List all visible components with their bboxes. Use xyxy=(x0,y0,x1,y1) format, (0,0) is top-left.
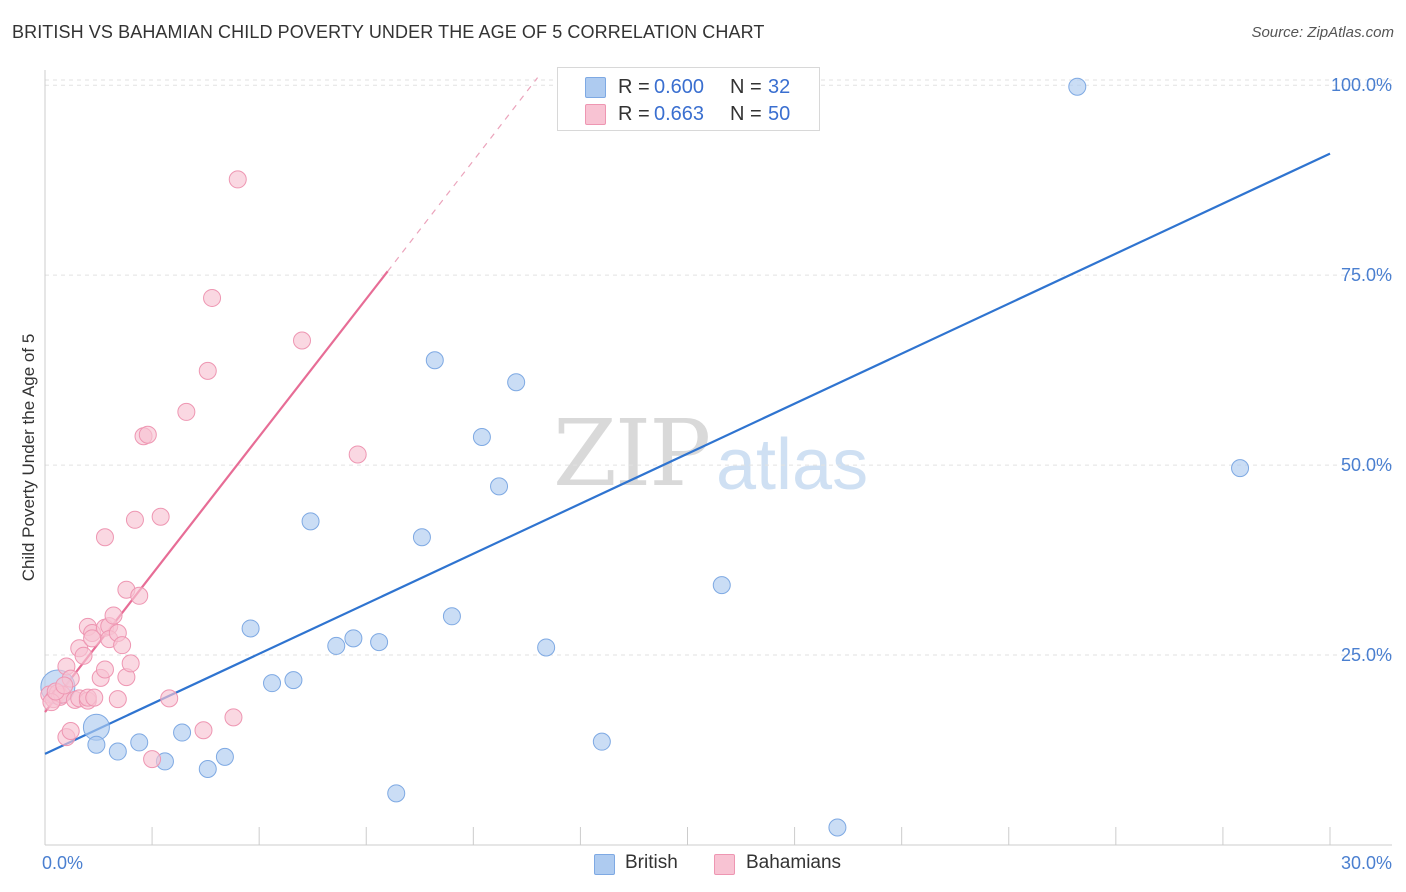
british-point xyxy=(241,619,260,638)
y-tick-label: 75.0% xyxy=(1341,265,1392,285)
bahamian-point xyxy=(113,636,132,655)
y-axis-title: Child Poverty Under the Age of 5 xyxy=(19,334,38,582)
british-point xyxy=(1068,77,1087,96)
bahamian-point xyxy=(74,646,93,665)
british-point xyxy=(370,633,389,652)
bahamian-point xyxy=(177,402,196,421)
british-point xyxy=(412,528,431,547)
british-point xyxy=(344,629,363,648)
british-point xyxy=(592,732,611,751)
y-tick-label: 50.0% xyxy=(1341,455,1392,475)
bahamian-point xyxy=(95,528,114,547)
bahamian-trendline-extension xyxy=(387,77,539,272)
bahamian-point xyxy=(125,510,144,529)
british-point xyxy=(387,784,406,803)
british-point xyxy=(537,638,556,657)
correlation-legend: R = 0.600 N = 32 R = 0.663 N = 50 xyxy=(557,67,820,131)
british-legend-label: British xyxy=(625,852,678,873)
n-value: 50 xyxy=(768,103,791,125)
british-swatch xyxy=(585,77,606,98)
british-point xyxy=(284,671,303,690)
bahamian-point xyxy=(55,676,74,695)
bahamian-point xyxy=(224,708,243,727)
x-tick-label: 30.0% xyxy=(1341,853,1392,873)
bahamian-point xyxy=(121,654,140,673)
grid-layer xyxy=(45,79,1392,656)
british-legend-swatch xyxy=(594,854,615,875)
british-point xyxy=(130,733,149,752)
bahamian-point xyxy=(143,750,162,769)
british-point xyxy=(263,674,282,693)
bahamian-point xyxy=(228,170,247,189)
r-value: 0.600 xyxy=(654,76,705,98)
bahamian-point xyxy=(104,606,123,625)
r-label: R = xyxy=(618,76,650,98)
bahamian-point xyxy=(194,721,213,740)
british-point xyxy=(87,735,106,754)
british-point xyxy=(472,427,491,446)
british-point xyxy=(712,576,731,595)
bahamians-swatch xyxy=(585,104,606,125)
british-point xyxy=(828,818,847,837)
bahamians-legend-swatch xyxy=(714,854,735,875)
bahamian-point xyxy=(108,690,127,709)
label-layer: 25.0% 50.0% 75.0% 100.0% 0.0% 30.0% Child Pove… xyxy=(19,75,1392,873)
bahamian-point xyxy=(160,689,179,708)
bahamian-point xyxy=(151,507,170,526)
r-label: R = xyxy=(618,103,650,125)
british-point xyxy=(490,477,509,496)
r-value: 0.663 xyxy=(654,103,705,125)
bahamian-point xyxy=(198,361,217,380)
n-value: 32 xyxy=(768,76,791,98)
british-point xyxy=(215,747,234,766)
british-point xyxy=(1231,459,1250,478)
bahamian-point xyxy=(203,288,222,307)
bahamian-point xyxy=(61,722,80,741)
british-point xyxy=(173,723,192,742)
y-tick-label: 100.0% xyxy=(1331,75,1392,95)
bahamian-point xyxy=(95,660,114,679)
bahamian-point xyxy=(348,445,367,464)
source-credit: Source: ZipAtlas.com xyxy=(1251,24,1394,41)
bahamian-point xyxy=(293,331,311,350)
n-label: N = xyxy=(730,76,762,98)
british-point xyxy=(425,351,444,370)
chart-title: BRITISH VS BAHAMIAN CHILD POVERTY UNDER … xyxy=(12,22,765,42)
bahamian-point xyxy=(85,688,104,707)
bahamian-point xyxy=(138,425,157,444)
british-point xyxy=(327,636,346,655)
british-point xyxy=(108,742,127,761)
bahamians-legend-label: Bahamians xyxy=(746,852,842,873)
british-point xyxy=(507,373,526,392)
watermark-zip: ZIP xyxy=(553,400,711,507)
british-point xyxy=(442,607,461,626)
points-layer xyxy=(40,77,1250,837)
british-point xyxy=(198,760,217,779)
axis-layer xyxy=(44,70,1392,846)
x-tick-label: 0.0% xyxy=(42,853,83,873)
british-point xyxy=(301,512,320,531)
y-tick-label: 25.0% xyxy=(1341,645,1392,665)
bahamian-point xyxy=(130,586,149,605)
british-trendline xyxy=(44,152,1331,755)
n-label: N = xyxy=(730,103,762,125)
